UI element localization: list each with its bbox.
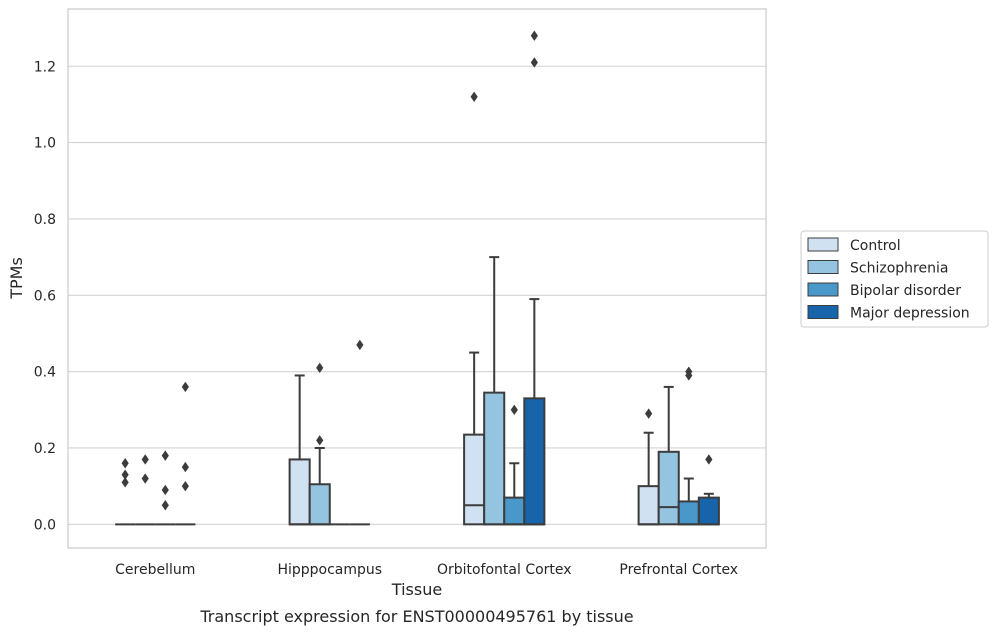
outlier-point xyxy=(121,477,129,488)
legend: Control Schizophrenia Bipolar disorder Majo… xyxy=(800,230,989,328)
outlier-point xyxy=(161,484,169,496)
box-group xyxy=(288,374,311,526)
box-group xyxy=(175,381,196,526)
outlier-point xyxy=(181,480,189,492)
box-group xyxy=(523,30,546,526)
y-tick-label: 1.2 xyxy=(34,59,56,75)
box-group xyxy=(483,256,506,526)
y-axis-label: TPMs xyxy=(7,257,26,300)
legend-label: Schizophrenia xyxy=(850,261,948,277)
y-axis-ticks: 0.0 0.2 0.4 0.6 0.8 1.0 1.2 xyxy=(34,59,56,533)
outlier-point xyxy=(121,469,129,480)
box-group xyxy=(349,339,370,526)
box xyxy=(463,433,486,526)
outlier-point xyxy=(316,435,324,446)
legend-swatch xyxy=(807,237,839,252)
legend-frame xyxy=(800,230,989,328)
outlier-point xyxy=(530,57,538,68)
outlier-point xyxy=(141,454,149,465)
y-tick-label: 0.8 xyxy=(34,212,56,228)
box-group xyxy=(657,385,680,526)
y-gridlines xyxy=(68,65,766,525)
box-group xyxy=(697,454,720,526)
box-group xyxy=(463,91,486,526)
x-tick-label: Prefrontal Cortex xyxy=(619,562,738,578)
outlier-point xyxy=(141,473,149,484)
legend-swatch xyxy=(807,260,839,274)
box xyxy=(483,391,506,526)
legend-swatch xyxy=(807,282,839,297)
box-group xyxy=(637,408,660,526)
plot-area-frame xyxy=(67,8,767,549)
box xyxy=(677,500,700,526)
box-group xyxy=(677,366,700,526)
y-tick-label: 0.2 xyxy=(34,441,56,457)
x-tick-label: Cerebellum xyxy=(115,562,195,578)
y-tick-label: 0.0 xyxy=(34,517,56,533)
outlier-point xyxy=(705,454,713,465)
x-axis-ticks: Cerebellum Hipppocampus Orbitofontal Corte… xyxy=(115,562,738,578)
outlier-point xyxy=(530,30,538,41)
chart-caption: Transcript expression for ENST0000049576… xyxy=(199,607,633,626)
box xyxy=(523,397,546,526)
box xyxy=(288,458,311,526)
outlier-point xyxy=(161,450,169,461)
x-axis-label: Tissue xyxy=(391,580,442,599)
outlier-point xyxy=(685,366,693,377)
outlier-point xyxy=(121,458,129,469)
box-group xyxy=(135,454,156,526)
legend-label: Bipolar disorder xyxy=(850,283,961,299)
box xyxy=(503,496,526,526)
box xyxy=(308,483,331,526)
y-tick-label: 1.0 xyxy=(34,136,56,152)
box-group xyxy=(503,404,526,526)
outlier-point xyxy=(356,339,364,351)
box xyxy=(657,450,680,526)
legend-label: Control xyxy=(850,238,901,254)
box xyxy=(637,485,660,526)
legend-label: Major depression xyxy=(850,306,970,322)
box-plot-marks xyxy=(115,30,720,526)
y-tick-label: 0.6 xyxy=(34,288,56,304)
box-group xyxy=(155,450,176,526)
outlier-point xyxy=(470,91,478,102)
outlier-point xyxy=(161,500,169,511)
legend-swatch xyxy=(807,305,839,319)
outlier-point xyxy=(645,408,653,419)
x-tick-label: Orbitofontal Cortex xyxy=(437,562,572,578)
outlier-point xyxy=(181,461,189,473)
x-tick-label: Hipppocampus xyxy=(277,562,382,578)
y-tick-label: 0.4 xyxy=(34,365,56,381)
box-group xyxy=(308,362,331,526)
outlier-point xyxy=(316,362,324,374)
outlier-point xyxy=(510,404,518,416)
box xyxy=(697,496,720,526)
outlier-point xyxy=(181,381,189,393)
box-group xyxy=(115,458,136,526)
